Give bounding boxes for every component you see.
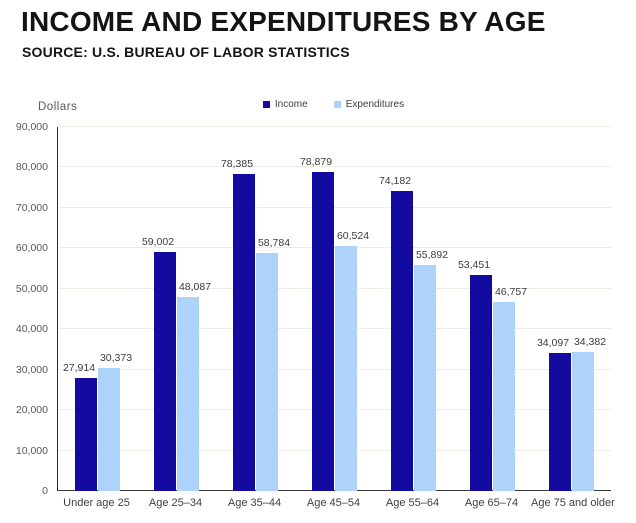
bar-value-label: 27,914: [62, 362, 96, 375]
y-tick-label: 80,000: [15, 161, 48, 174]
gridline: [58, 166, 611, 168]
bar-value-label: 48,087: [178, 280, 212, 293]
gridline: [58, 368, 611, 370]
gridline: [58, 409, 611, 411]
bar-value-label: 55,892: [415, 248, 449, 261]
y-axis-labels: 0 10,000 20,000 30,000 40,000 50,000 60,000 70,…: [0, 121, 48, 497]
y-tick-label: 0: [42, 485, 48, 497]
x-axis-labels: Under age 25 Age 25–34 Age 35–44 Age 45–54 A…: [57, 497, 615, 513]
bar-value-label: 46,757: [494, 285, 528, 298]
bar-income: [391, 190, 413, 491]
y-tick-label: 10,000: [15, 444, 48, 457]
bar-income: [154, 252, 176, 491]
legend: Income Expenditures: [57, 99, 610, 110]
y-tick-label: 50,000: [15, 282, 48, 295]
x-category-label: Age 75 and older: [531, 497, 615, 509]
bar-income: [233, 173, 255, 491]
legend-label-income: Income: [274, 99, 308, 110]
bar-expenditures: [177, 296, 199, 491]
x-category-label: Age 45–54: [306, 497, 361, 509]
gridline: [58, 126, 611, 127]
bar-expenditures: [256, 253, 278, 491]
bar-income: [312, 171, 334, 491]
gridline: [58, 449, 611, 451]
x-category-label: Age 55–64: [385, 497, 440, 509]
x-category-label: Age 35–44: [227, 497, 282, 509]
legend-swatch-income: [262, 101, 270, 108]
chart-title: INCOME AND EXPENDITURES BY AGE: [21, 6, 546, 37]
bar-value-label: 34,097: [536, 337, 570, 350]
bar-expenditures: [493, 301, 515, 491]
x-category-label: Age 65–74: [464, 497, 519, 509]
gridline: [58, 206, 611, 208]
bar-expenditures: [572, 351, 594, 491]
y-tick-label: 30,000: [15, 363, 48, 376]
gridline: [58, 247, 611, 249]
bar-value-label: 30,373: [99, 352, 133, 365]
plot-area: 27,914 30,373 59,002 48,087 78,385 58,784 78,8…: [56, 126, 611, 491]
bar-value-label: 78,879: [299, 155, 333, 168]
legend-swatch-expenditures: [333, 101, 341, 108]
chart-source: SOURCE: U.S. BUREAU OF LABOR STATISTICS: [22, 44, 350, 60]
legend-label-expenditures: Expenditures: [345, 99, 405, 110]
y-tick-label: 60,000: [15, 242, 48, 255]
bar-value-label: 74,182: [378, 174, 412, 187]
y-tick-label: 90,000: [15, 121, 48, 133]
bar-value-label: 34,382: [573, 335, 607, 348]
y-tick-label: 40,000: [15, 323, 48, 336]
bar-value-label: 58,784: [257, 237, 291, 250]
legend-item-income: Income: [262, 99, 308, 110]
x-category-label: Age 25–34: [148, 497, 203, 509]
gridline: [58, 328, 611, 330]
legend-item-expenditures: Expenditures: [333, 99, 405, 110]
bar-expenditures: [335, 246, 357, 491]
gridline: [58, 287, 611, 289]
bar-value-label: 59,002: [141, 236, 175, 249]
bar-income: [470, 274, 492, 491]
y-tick-label: 20,000: [15, 404, 48, 417]
bar-income: [75, 378, 97, 491]
bar-value-label: 78,385: [220, 157, 254, 170]
bar-value-label: 60,524: [336, 230, 370, 243]
bar-expenditures: [98, 368, 120, 491]
bar-expenditures: [414, 264, 436, 491]
bar-income: [549, 353, 571, 491]
y-axis-title: Dollars: [38, 101, 78, 113]
y-tick-label: 70,000: [15, 201, 48, 214]
x-category-label: Under age 25: [63, 497, 130, 509]
bar-value-label: 53,451: [457, 258, 491, 271]
